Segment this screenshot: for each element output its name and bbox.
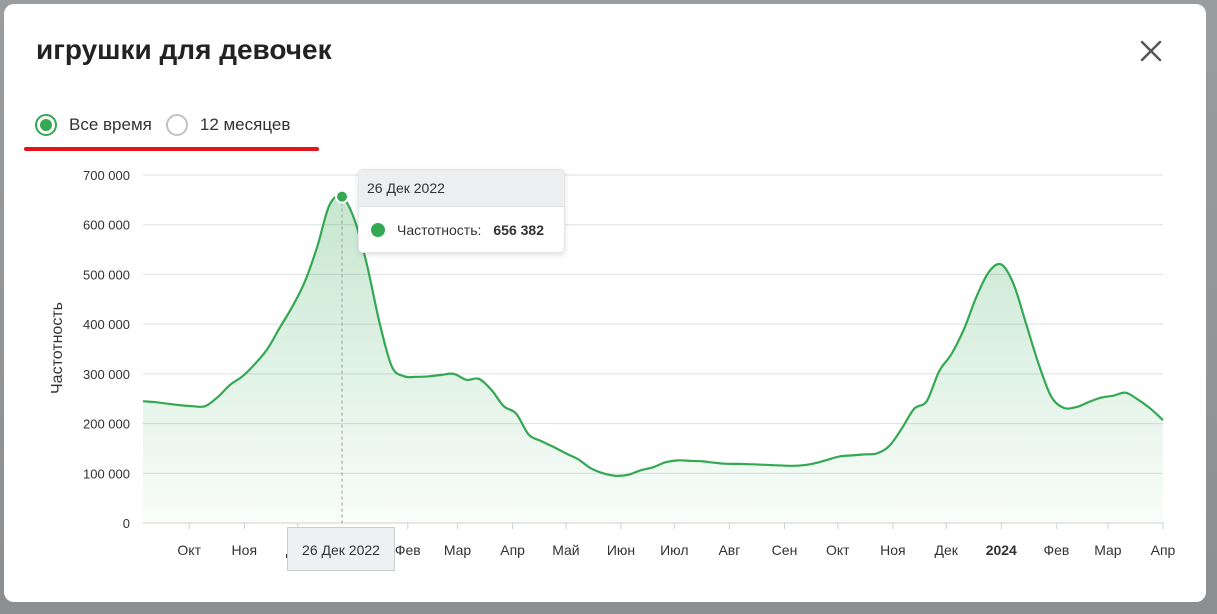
y-tick-label: 500 000 [83, 267, 130, 282]
x-tick-label: Авг [718, 542, 740, 558]
series-marker-icon [371, 223, 385, 237]
y-tick-label: 300 000 [83, 367, 130, 382]
x-tick-label: Апр [1151, 542, 1176, 558]
frequency-chart: 0 100 000 200 000 300 000 400 000 500 000 600 … [83, 168, 1176, 558]
tooltip: 26 Дек 2022 Частотность: 656 382 [358, 169, 565, 253]
radio-12-months[interactable]: 12 месяцев [165, 114, 291, 136]
y-tick-label: 600 000 [83, 218, 130, 233]
x-tick-label: Апр [500, 542, 525, 558]
x-tick-label: 2024 [986, 542, 1017, 558]
y-tick-label: 100 000 [83, 466, 130, 481]
close-icon [1140, 40, 1162, 62]
close-button[interactable] [1136, 36, 1166, 66]
radio-label-12-months: 12 месяцев [199, 115, 291, 134]
x-tick-label: Дек [935, 542, 959, 558]
tooltip-series-label: Частотность: [397, 222, 482, 238]
x-tick-label: Ноя [880, 542, 905, 558]
x-tick-label: Июн [607, 542, 635, 558]
y-tick-label: 400 000 [83, 317, 130, 332]
x-tick-label: Окт [177, 542, 201, 558]
highlight-point [335, 189, 350, 204]
range-selector: Все время 12 месяцев [35, 114, 304, 136]
x-tick-label: Сен [772, 542, 798, 558]
radio-label-all-time: Все время [69, 115, 152, 134]
selection-underline [24, 147, 319, 151]
radio-all-time[interactable]: Все время [35, 114, 152, 136]
series-line [142, 194, 1164, 477]
x-tick-label: Май [552, 542, 579, 558]
tooltip-date: 26 Дек 2022 [359, 170, 564, 207]
x-tick-label: Окт [826, 542, 850, 558]
y-tick-label: 0 [123, 516, 130, 531]
tooltip-value: 656 382 [493, 222, 544, 238]
radio-circle-checked [35, 114, 57, 136]
y-tick-label: 200 000 [83, 417, 130, 432]
x-tick-label: Фев [1043, 542, 1069, 558]
modal-dialog: игрушки для девочек Все время 12 месяцев… [4, 4, 1206, 602]
x-tick-label: Фев [395, 542, 421, 558]
radio-circle-unchecked [165, 114, 188, 136]
x-tick-label: Мар [444, 542, 472, 558]
x-tick-label: Июл [660, 542, 688, 558]
series-area [143, 195, 1163, 523]
tooltip-body: Частотность: 656 382 [359, 207, 564, 252]
x-tick-label: Ноя [232, 542, 257, 558]
crosshair-date-label: 26 Дек 2022 [287, 527, 395, 571]
x-tick-label: Мар [1094, 542, 1122, 558]
modal-title: игрушки для девочек [36, 34, 332, 65]
y-tick-label: 700 000 [83, 168, 130, 183]
